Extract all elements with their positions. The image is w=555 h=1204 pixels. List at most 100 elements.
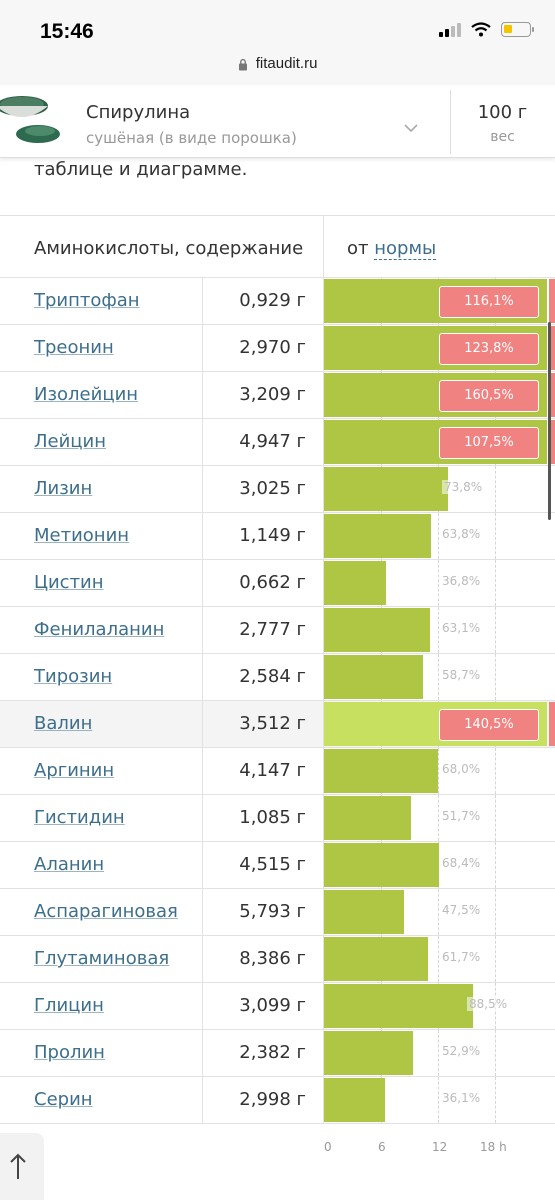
amino-acid-link[interactable]: Фенилаланин: [34, 619, 165, 640]
url-bar[interactable]: fitaudit.ru: [0, 55, 555, 85]
status-bar: 15:46: [0, 0, 555, 60]
norm-percent: 123,8%: [439, 333, 539, 365]
product-header: Спирулина сушёная (в виде порошка) 100 г…: [0, 86, 555, 158]
status-time: 15:46: [40, 20, 94, 43]
norm-bar-cell: 63,1%: [324, 607, 555, 653]
norm-bar-cell: 160,5%: [324, 372, 555, 418]
amino-acid-link[interactable]: Цистин: [34, 572, 104, 593]
norm-percent: 116,1%: [439, 286, 539, 318]
arrow-up-icon: [10, 1153, 26, 1179]
cell-divider: [323, 748, 324, 794]
amino-acid-amount: 0,929 г: [239, 290, 306, 311]
cell-divider: [202, 419, 203, 465]
axis-tick-label: 18 h: [480, 1140, 507, 1154]
gridline: [438, 936, 439, 982]
over-norm-marker: [549, 326, 555, 370]
wifi-icon: [471, 22, 491, 37]
intro-text: таблице и диаграмме.: [34, 159, 248, 180]
table-row: Изолейцин 3,209 г 160,5%: [0, 372, 555, 419]
amino-acid-link[interactable]: Валин: [34, 713, 93, 734]
cell-divider: [202, 936, 203, 982]
norm-percent: 107,5%: [439, 427, 539, 459]
gridline: [495, 466, 496, 512]
amino-acid-link[interactable]: Пролин: [34, 1042, 105, 1063]
cell-divider: [323, 278, 324, 324]
url-domain: fitaudit.ru: [255, 55, 318, 72]
cell-divider: [323, 419, 324, 465]
scrollbar[interactable]: [548, 322, 551, 520]
amino-acid-link[interactable]: Гистидин: [34, 807, 125, 828]
amino-acid-link[interactable]: Лейцин: [34, 431, 107, 452]
amino-acid-link[interactable]: Метионин: [34, 525, 130, 546]
norm-percent: 58,7%: [440, 668, 483, 682]
chevron-down-icon[interactable]: [404, 124, 418, 133]
amino-acid-link[interactable]: Серин: [34, 1089, 93, 1110]
amino-acid-link[interactable]: Глицин: [34, 995, 104, 1016]
table-row: Валин 3,512 г 140,5%: [0, 701, 555, 748]
amino-acid-link[interactable]: Аргинин: [34, 760, 115, 781]
norm-percent: 140,5%: [439, 709, 539, 741]
header-divider: [450, 90, 451, 154]
norm-bar-cell: 116,1%: [324, 278, 555, 324]
cell-divider: [202, 1077, 203, 1123]
amino-acid-amount: 3,025 г: [239, 478, 306, 499]
amino-acid-table: Триптофан 0,929 г 116,1% Треонин 2,970 г 123,…: [0, 278, 555, 1124]
cell-divider: [323, 1030, 324, 1076]
weight-value[interactable]: 100 г: [477, 102, 528, 123]
norm-link[interactable]: нормы: [374, 238, 437, 260]
product-thumbnail: [0, 96, 60, 143]
norm-percent: 63,1%: [440, 621, 483, 635]
amino-acid-amount: 2,777 г: [239, 619, 306, 640]
amino-acid-link[interactable]: Лизин: [34, 478, 93, 499]
over-norm-marker: [549, 279, 555, 323]
amino-acid-link[interactable]: Изолейцин: [34, 384, 139, 405]
axis-tick-label: 6: [378, 1140, 386, 1154]
norm-bar: [324, 467, 448, 511]
table-row: Глицин 3,099 г 88,5%: [0, 983, 555, 1030]
gridline: [438, 513, 439, 559]
table-row: Тирозин 2,584 г 58,7%: [0, 654, 555, 701]
header-norm-prefix: от: [347, 238, 369, 259]
amino-acid-link[interactable]: Глутаминовая: [34, 948, 170, 969]
gridline: [495, 842, 496, 888]
norm-bar: [324, 655, 423, 699]
table-row: Лейцин 4,947 г 107,5%: [0, 419, 555, 466]
norm-bar-cell: 51,7%: [324, 795, 555, 841]
gridline: [495, 889, 496, 935]
norm-bar-cell: 68,4%: [324, 842, 555, 888]
cell-divider: [323, 983, 324, 1029]
table-header: Аминокислоты, содержание от нормы: [0, 215, 555, 278]
norm-bar: [324, 514, 431, 558]
cell-divider: [202, 325, 203, 371]
norm-bar: [324, 608, 430, 652]
amino-acid-link[interactable]: Аланин: [34, 854, 105, 875]
amino-acid-amount: 3,099 г: [239, 995, 306, 1016]
product-variant[interactable]: сушёная (в виде порошка): [86, 129, 297, 147]
table-row: Триптофан 0,929 г 116,1%: [0, 278, 555, 325]
gridline: [495, 654, 496, 700]
amino-acid-amount: 2,382 г: [239, 1042, 306, 1063]
norm-bar-cell: 63,8%: [324, 513, 555, 559]
norm-bar: [324, 1031, 413, 1075]
norm-bar: [324, 843, 439, 887]
cell-divider: [202, 278, 203, 324]
amino-acid-amount: 4,515 г: [239, 854, 306, 875]
amino-acid-link[interactable]: Триптофан: [34, 290, 140, 311]
table-row: Гистидин 1,085 г 51,7%: [0, 795, 555, 842]
table-row: Треонин 2,970 г 123,8%: [0, 325, 555, 372]
norm-bar: [324, 890, 404, 934]
norm-percent: 36,8%: [440, 574, 483, 588]
back-to-top-button[interactable]: [0, 1133, 44, 1200]
table-row: Метионин 1,149 г 63,8%: [0, 513, 555, 560]
cell-divider: [323, 513, 324, 559]
axis-tick-label: 0: [324, 1140, 332, 1154]
gridline: [438, 607, 439, 653]
gridline: [495, 560, 496, 606]
amino-acid-link[interactable]: Треонин: [34, 337, 114, 358]
norm-bar: [324, 937, 428, 981]
amino-acid-link[interactable]: Тирозин: [34, 666, 113, 687]
amino-acid-link[interactable]: Аспарагиновая: [34, 901, 178, 922]
gridline: [438, 560, 439, 606]
norm-bar-cell: 52,9%: [324, 1030, 555, 1076]
amino-acid-amount: 1,149 г: [239, 525, 306, 546]
